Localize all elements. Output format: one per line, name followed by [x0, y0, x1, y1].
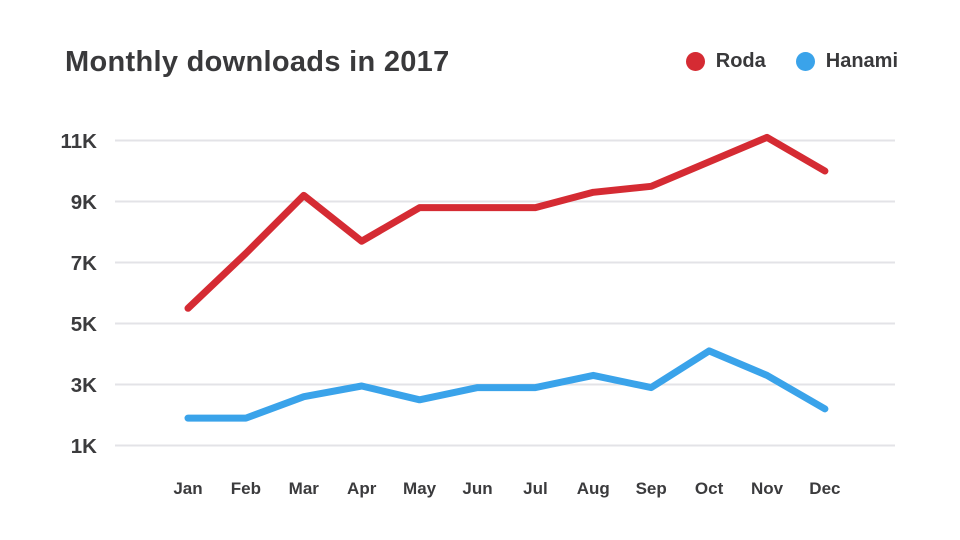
y-axis-tick-label: 5K — [71, 313, 97, 336]
y-axis-tick-label: 11K — [61, 130, 98, 153]
x-axis-month-label: May — [403, 479, 437, 498]
hanami-color-dot-icon — [795, 52, 815, 71]
y-axis-tick-label: 1K — [71, 435, 97, 458]
x-axis-month-label: Nov — [751, 479, 784, 498]
x-axis-month-label: Mar — [289, 479, 320, 498]
y-axis-tick-label: 7K — [71, 252, 97, 275]
series-line-hanami — [184, 347, 829, 422]
x-axis-month-label: Jul — [523, 479, 548, 498]
x-axis-month-label: Aug — [577, 479, 610, 498]
x-axis-labels-group: Jan Feb Mar Apr May Jun Jul Aug Sep Oct Nov Dec — [173, 479, 840, 498]
legend-item-hanami: Hanami — [795, 50, 898, 73]
legend-label-hanami: Hanami — [825, 50, 898, 72]
chart-legend: Roda Hanami — [685, 50, 898, 73]
legend-item-roda: Roda — [685, 50, 766, 73]
x-axis-month-label: Dec — [809, 479, 840, 498]
series-line-roda — [184, 133, 829, 312]
x-axis-month-label: Feb — [231, 479, 261, 498]
series-lines-group — [184, 133, 829, 422]
legend-label-roda: Roda — [715, 50, 766, 72]
x-axis-month-label: Apr — [347, 479, 377, 498]
gridlines-group — [115, 139, 895, 447]
x-axis-month-label: Jun — [462, 479, 492, 498]
chart-title: Monthly downloads in 2017 — [65, 46, 450, 78]
y-axis-tick-label: 3K — [71, 374, 97, 397]
y-axis-tick-label: 9K — [71, 191, 97, 214]
y-axis-labels-group: 1K 3K 5K 7K 9K 11K — [61, 130, 98, 458]
x-axis-month-label: Oct — [695, 479, 724, 498]
roda-color-dot-icon — [685, 52, 705, 71]
x-axis-month-label: Sep — [636, 479, 667, 498]
x-axis-month-label: Jan — [173, 479, 202, 498]
